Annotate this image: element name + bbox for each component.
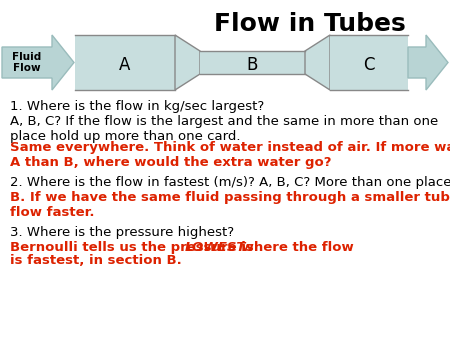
Text: 3. Where is the pressure highest?: 3. Where is the pressure highest? — [10, 226, 234, 239]
Polygon shape — [305, 35, 330, 90]
Text: A, B, C? If the flow is the largest and the same in more than one
place hold up : A, B, C? If the flow is the largest and … — [10, 115, 438, 143]
Text: Same everywhere. Think of water instead of air. If more water entered
A than B, : Same everywhere. Think of water instead … — [10, 141, 450, 169]
Text: Fluid
Flow: Fluid Flow — [13, 52, 41, 73]
Text: is fastest, in section B.: is fastest, in section B. — [10, 254, 182, 267]
Text: C: C — [363, 55, 375, 73]
Polygon shape — [200, 51, 305, 74]
Text: where the flow: where the flow — [237, 241, 354, 254]
Text: B: B — [247, 55, 258, 73]
Polygon shape — [75, 35, 175, 90]
Polygon shape — [2, 35, 74, 90]
Text: Bernoulli tells us the pressure is: Bernoulli tells us the pressure is — [10, 241, 258, 254]
Polygon shape — [175, 35, 200, 90]
Text: A: A — [119, 55, 130, 73]
Polygon shape — [330, 35, 408, 90]
Text: 2. Where is the flow in fastest (m/s)? A, B, C? More than one place?: 2. Where is the flow in fastest (m/s)? A… — [10, 176, 450, 189]
Text: LOWEST: LOWEST — [185, 241, 247, 254]
Text: B. If we have the same fluid passing through a smaller tube, it must
flow faster: B. If we have the same fluid passing thr… — [10, 191, 450, 219]
Text: Flow in Tubes: Flow in Tubes — [214, 12, 406, 36]
Polygon shape — [408, 35, 448, 90]
Text: 1. Where is the flow in kg/sec largest?: 1. Where is the flow in kg/sec largest? — [10, 100, 264, 113]
